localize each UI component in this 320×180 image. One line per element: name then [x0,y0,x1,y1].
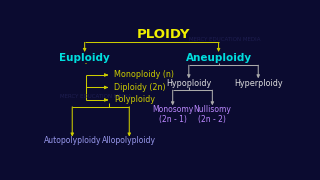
Text: Polyploidy: Polyploidy [115,95,156,104]
Text: Nullisomy
(2n - 2): Nullisomy (2n - 2) [193,105,231,124]
Text: Monosomy
(2n - 1): Monosomy (2n - 1) [152,105,193,124]
Text: Autopolyploidy: Autopolyploidy [44,136,101,145]
Text: MERCY EDUCATION MEDIA: MERCY EDUCATION MEDIA [189,37,260,42]
Text: Aneuploidy: Aneuploidy [186,53,252,63]
Text: Hypoploidy: Hypoploidy [166,79,212,88]
Text: Diploidy (2n): Diploidy (2n) [115,83,166,92]
Text: Monoploidy (n): Monoploidy (n) [115,70,174,79]
Text: PLOIDY: PLOIDY [137,28,191,40]
Text: Euploidy: Euploidy [59,53,110,63]
Text: Hyperploidy: Hyperploidy [234,79,283,88]
Text: MERCY EDUCATION MEDIA: MERCY EDUCATION MEDIA [60,94,131,99]
Text: Allopolyploidy: Allopolyploidy [102,136,156,145]
